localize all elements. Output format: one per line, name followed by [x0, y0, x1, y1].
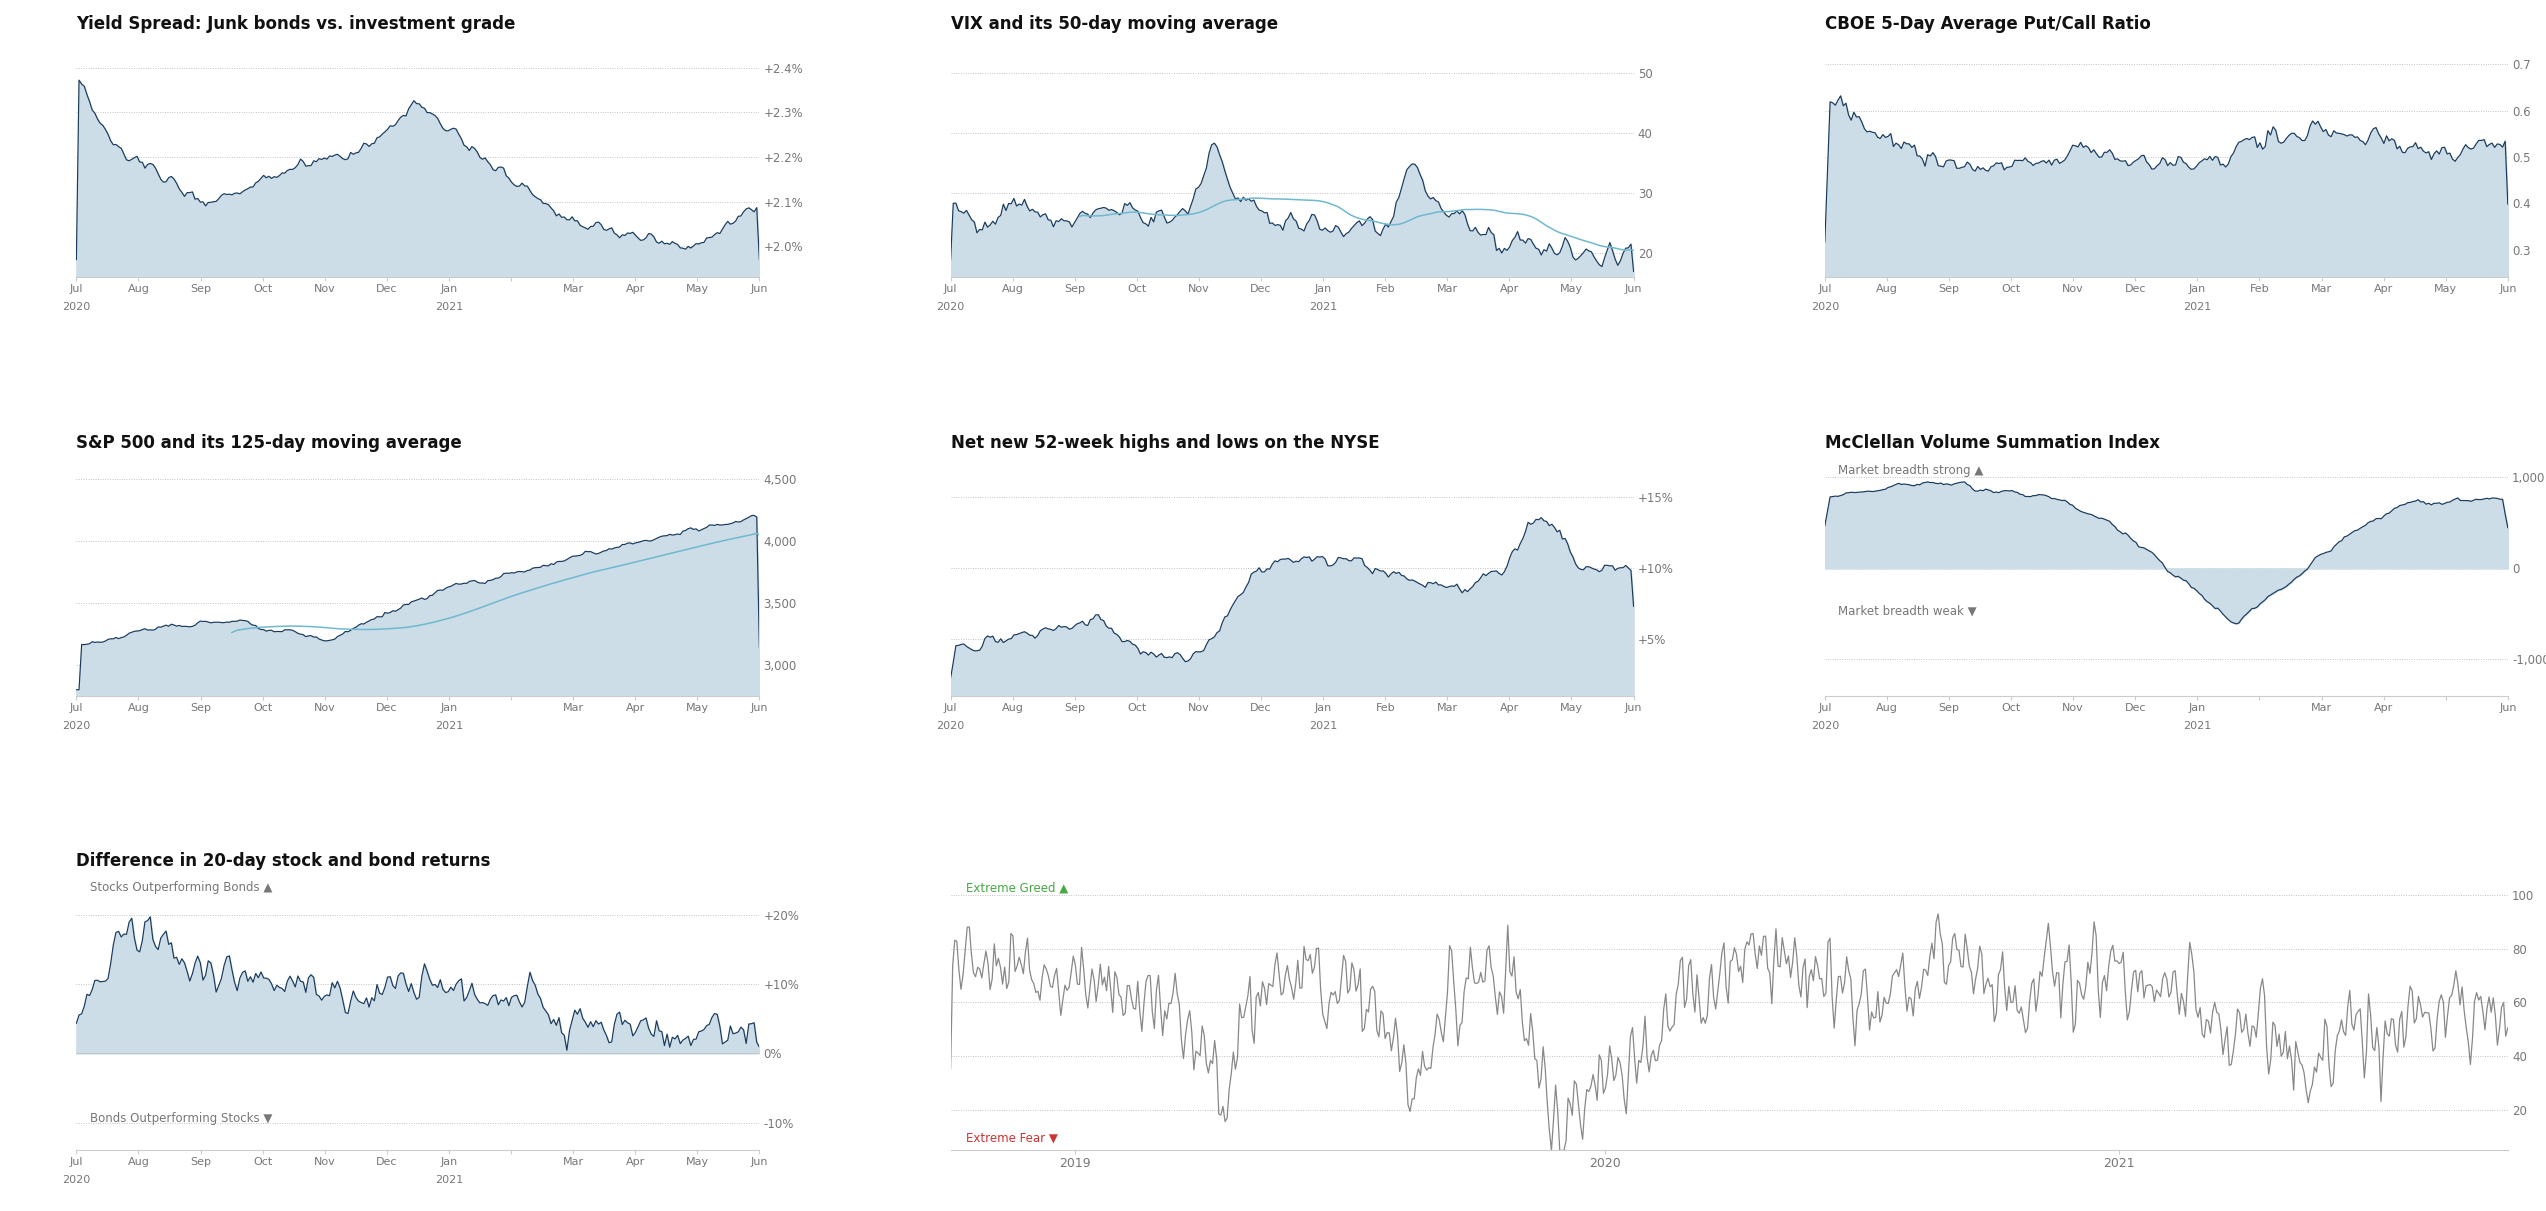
Text: 2021: 2021 [2184, 303, 2212, 312]
Text: 2021: 2021 [2184, 721, 2212, 731]
Text: VIX and its 50-day moving average: VIX and its 50-day moving average [950, 16, 1278, 34]
Text: Market breadth weak ▼: Market breadth weak ▼ [1838, 604, 1978, 618]
Text: Bonds Outperforming Stocks ▼: Bonds Outperforming Stocks ▼ [89, 1112, 272, 1125]
Text: Extreme Fear ▼: Extreme Fear ▼ [965, 1131, 1059, 1144]
Text: Extreme Greed ▲: Extreme Greed ▲ [965, 882, 1069, 895]
Text: 2020: 2020 [937, 303, 965, 312]
Text: 2020: 2020 [61, 303, 92, 312]
Text: 2021: 2021 [1309, 303, 1337, 312]
Text: 2020: 2020 [1810, 721, 1838, 731]
Text: Market breadth strong ▲: Market breadth strong ▲ [1838, 464, 1983, 477]
Text: 2021: 2021 [435, 721, 463, 731]
Text: 2021: 2021 [435, 303, 463, 312]
Text: 2021: 2021 [1309, 721, 1337, 731]
Text: 2021: 2021 [435, 1176, 463, 1186]
Text: 2020: 2020 [61, 1176, 92, 1186]
Text: Stocks Outperforming Bonds ▲: Stocks Outperforming Bonds ▲ [89, 882, 272, 895]
Text: CBOE 5-Day Average Put/Call Ratio: CBOE 5-Day Average Put/Call Ratio [1825, 16, 2151, 34]
Text: S&P 500 and its 125-day moving average: S&P 500 and its 125-day moving average [76, 434, 463, 452]
Text: 2020: 2020 [61, 721, 92, 731]
Text: McClellan Volume Summation Index: McClellan Volume Summation Index [1825, 434, 2159, 452]
Text: 2020: 2020 [937, 721, 965, 731]
Text: Net new 52-week highs and lows on the NYSE: Net new 52-week highs and lows on the NY… [950, 434, 1380, 452]
Text: 2020: 2020 [1810, 303, 1838, 312]
Text: Yield Spread: Junk bonds vs. investment grade: Yield Spread: Junk bonds vs. investment … [76, 16, 517, 34]
Text: Difference in 20-day stock and bond returns: Difference in 20-day stock and bond retu… [76, 853, 491, 871]
